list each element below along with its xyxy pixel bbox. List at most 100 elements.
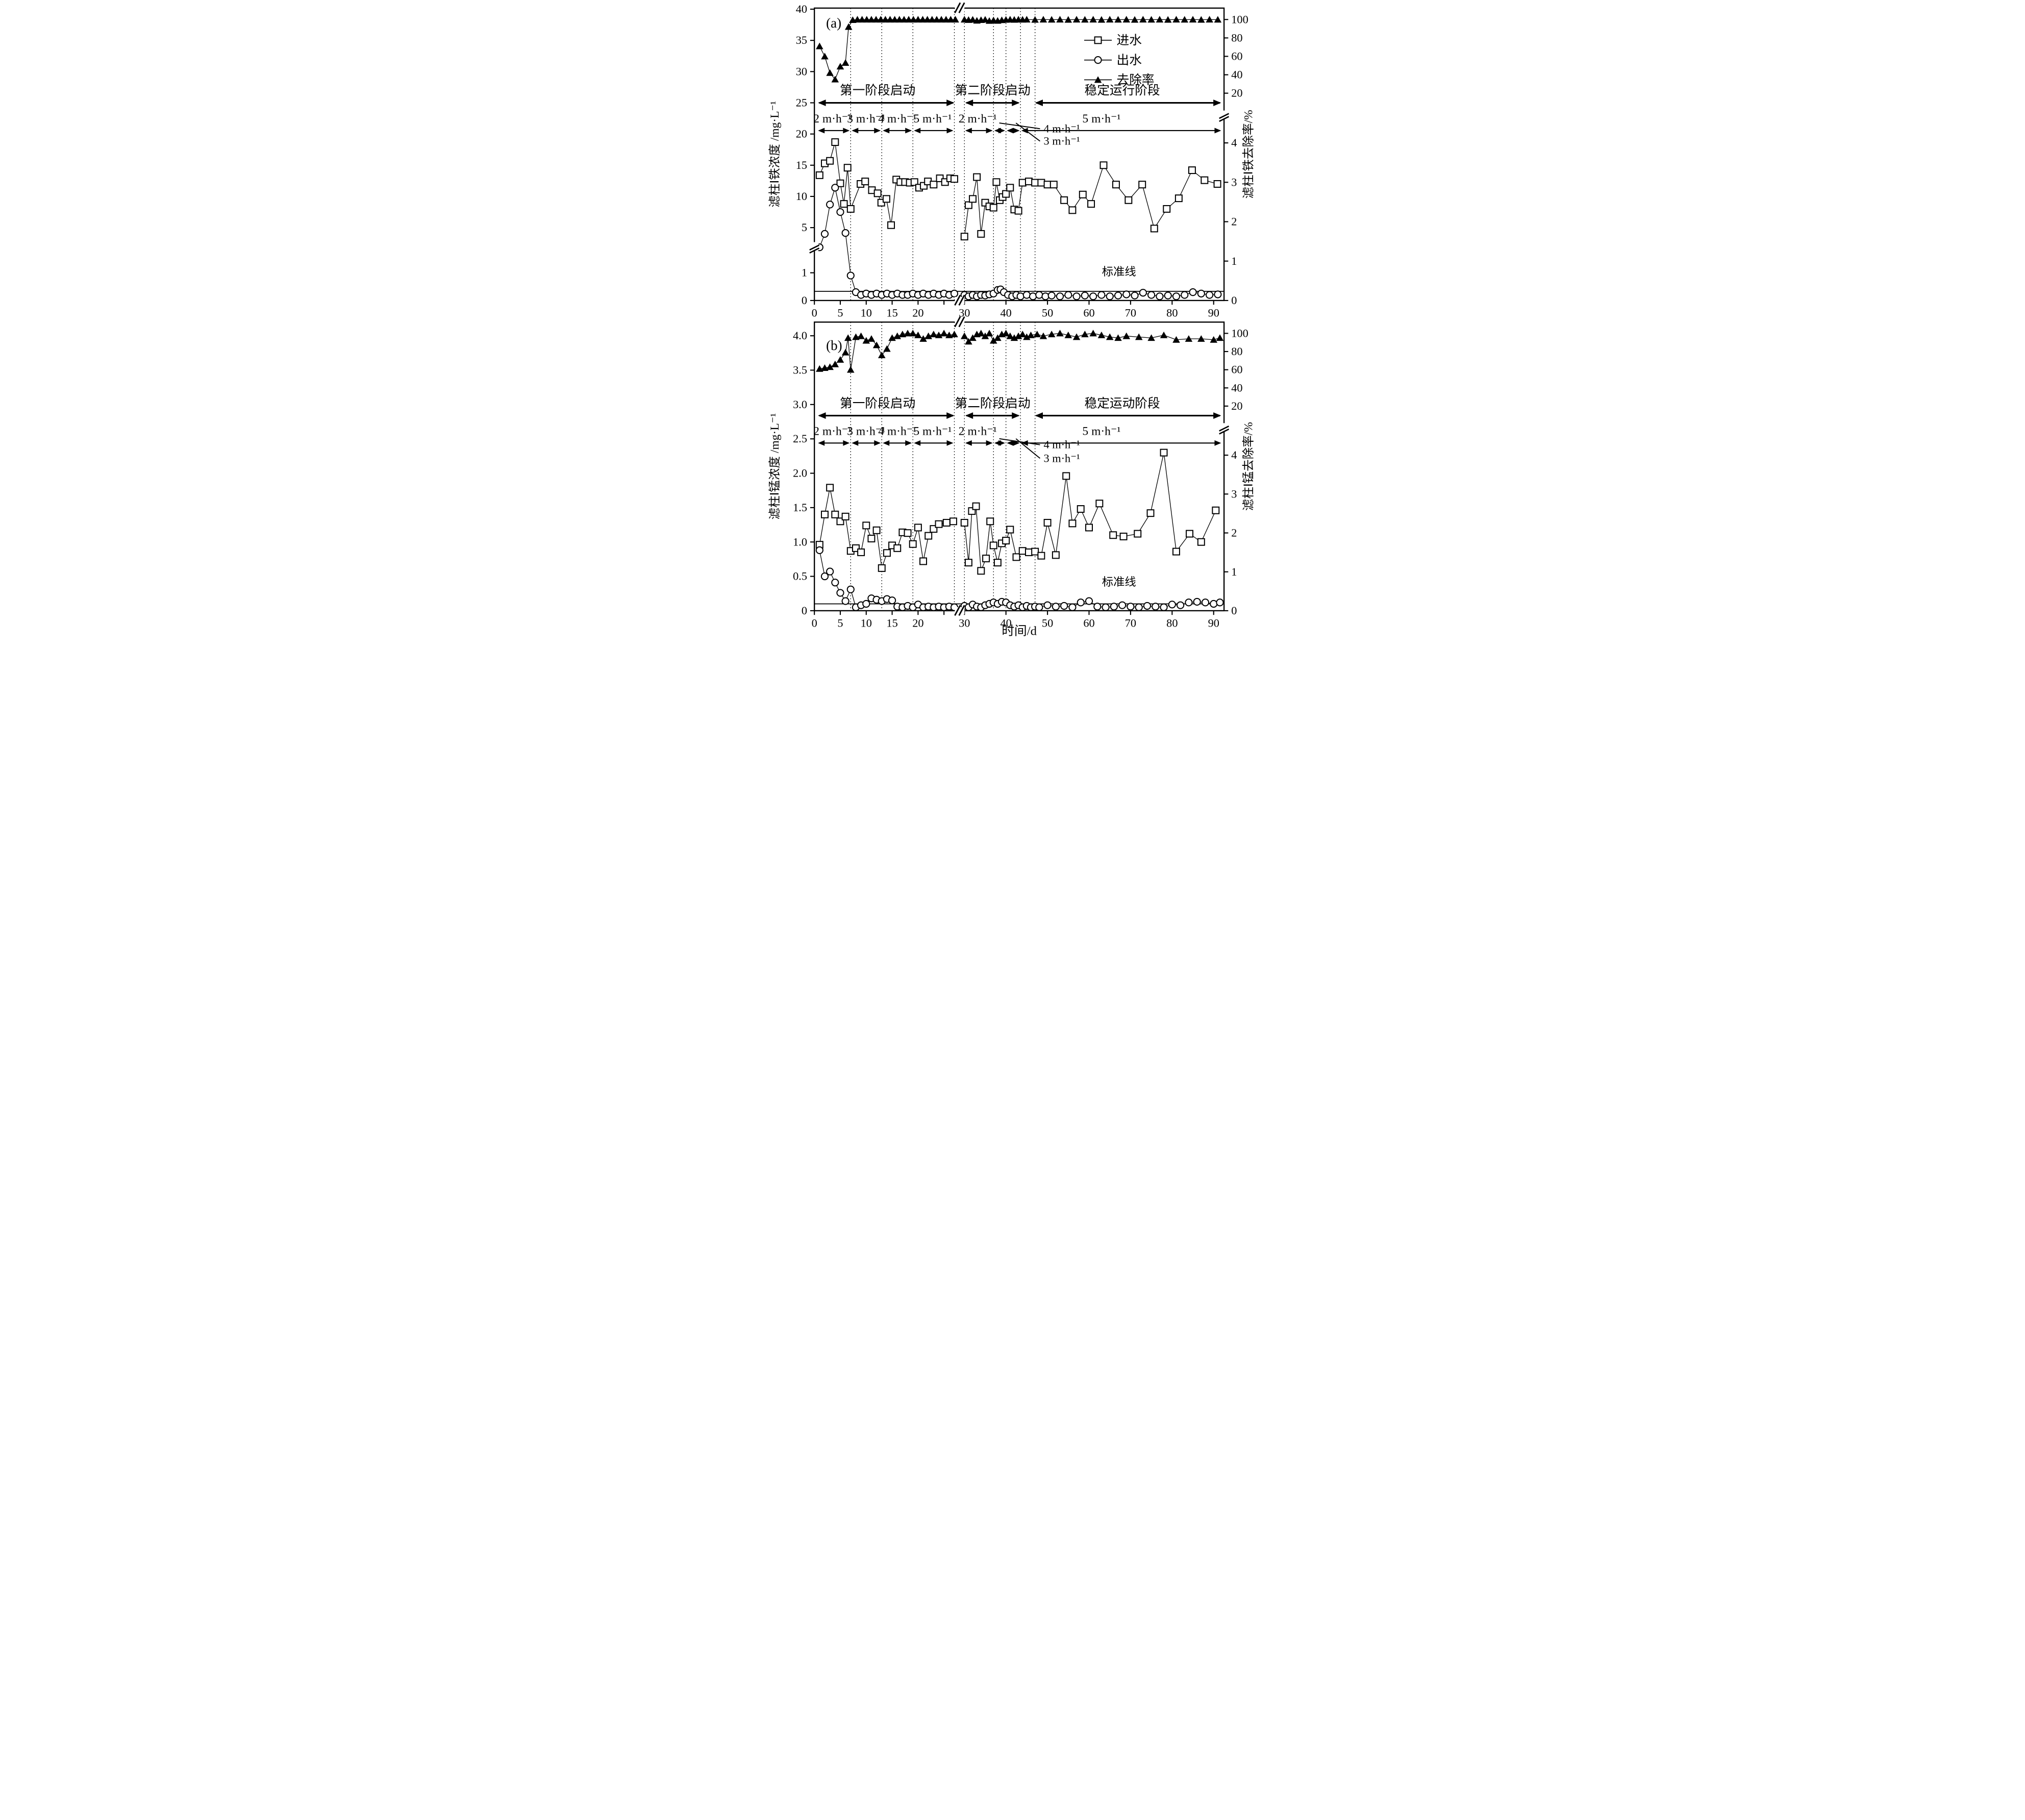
triangle-marker [836, 356, 844, 363]
square-marker [929, 181, 937, 189]
circle-marker [815, 546, 823, 554]
square-marker [861, 178, 869, 186]
triangle-marker [930, 331, 937, 338]
triangle-marker [924, 332, 932, 339]
legend-label: 进水 [1116, 33, 1142, 47]
triangle-marker [1056, 330, 1064, 337]
circle-marker [1213, 290, 1221, 298]
axis-break-slash [1218, 113, 1229, 119]
triangle-marker [893, 332, 901, 339]
square-marker [1077, 505, 1085, 513]
x-axis: 0 5 10 15 20 30 40 50 60 70 80 90 [811, 610, 1219, 630]
arrowhead [817, 99, 826, 106]
triangle-marker [981, 16, 989, 23]
square-marker [1174, 194, 1183, 203]
circle-marker [1180, 291, 1188, 299]
circle-marker [846, 585, 855, 593]
triangle-marker [1010, 334, 1018, 341]
flow-rate-label: 5 m·h⁻¹ [1082, 425, 1120, 438]
circle-marker [826, 201, 834, 209]
triangle-marker [1114, 334, 1122, 341]
arrowhead [842, 440, 849, 446]
triangle-marker [815, 42, 823, 49]
square-marker [1006, 526, 1014, 534]
y-tick-label: 4 [1231, 136, 1237, 149]
triangle-marker [1185, 335, 1192, 342]
circle-marker [1215, 599, 1224, 607]
circle-marker [836, 208, 844, 216]
triangle-marker [1135, 333, 1142, 340]
x-axis-title: 时间/d [1002, 624, 1037, 638]
triangle-marker [1014, 332, 1022, 339]
arrowhead [1011, 99, 1020, 106]
y-tick-label: 35 [795, 34, 807, 46]
triangle-marker [831, 76, 839, 83]
triangle-marker [1089, 16, 1097, 23]
triangle-marker [904, 330, 911, 337]
arrowhead [965, 99, 973, 106]
x-tick-label: 30 [959, 617, 970, 630]
arrowhead [873, 440, 881, 446]
arrowhead [1035, 99, 1043, 106]
triangle-marker [914, 16, 922, 23]
arrowhead [998, 128, 1005, 134]
callout-line [1015, 438, 1040, 459]
square-marker [960, 233, 968, 241]
triangle-marker [1064, 331, 1072, 338]
axis-break-slash [1218, 428, 1229, 435]
y-tick-label: 40 [795, 3, 807, 15]
triangle-marker [1072, 333, 1080, 340]
circle-marker [1193, 597, 1201, 606]
triangle-marker [872, 341, 880, 348]
arrowhead [1214, 128, 1221, 134]
circle-marker [1114, 291, 1122, 300]
y-tick-label: 4.0 [793, 329, 807, 342]
circle-marker [1016, 292, 1024, 301]
arrowhead [1013, 128, 1020, 134]
y-tick-label: 60 [1231, 49, 1242, 62]
x-tick-label: 20 [912, 617, 923, 630]
square-marker [1119, 532, 1128, 540]
triangle-marker [942, 16, 950, 23]
x-axis: 0 5 10 15 20 30 40 50 60 70 80 90 [811, 300, 1219, 319]
axis-break-slash [958, 316, 965, 328]
square-marker [883, 549, 891, 557]
arrowhead [1011, 412, 1020, 419]
stage-boundary-lines [850, 322, 1035, 611]
square-marker [867, 535, 875, 542]
circle-marker [1106, 292, 1114, 301]
axis-break-slash [954, 2, 961, 13]
triangle-marker [935, 331, 942, 338]
arrowhead [946, 99, 955, 106]
y-tick-label: 0 [801, 604, 807, 617]
y-tick-label: 2.0 [793, 467, 807, 480]
square-marker [1052, 551, 1060, 559]
arrowhead [986, 128, 993, 134]
flow-rate-label: 3 m·h⁻¹ [847, 112, 885, 126]
triangle-marker [841, 59, 849, 66]
triangle-marker [1122, 16, 1130, 23]
plot-frame [813, 7, 1224, 302]
square-marker [1006, 184, 1014, 192]
square-marker [1068, 206, 1076, 214]
square-marker [1049, 181, 1058, 189]
circle-marker [1168, 601, 1176, 609]
square-marker [982, 555, 990, 563]
square-marker [989, 541, 997, 550]
axis-break-slash [954, 605, 961, 616]
triangle-marker [883, 345, 891, 352]
triangle-marker [831, 360, 839, 367]
circle-marker [1118, 601, 1126, 609]
circle-marker [1126, 603, 1135, 611]
circle-marker [1029, 292, 1037, 301]
axis-break-slash [1218, 426, 1229, 432]
circle-marker [831, 579, 839, 587]
circle-marker [1151, 603, 1159, 611]
square-marker [1002, 190, 1010, 198]
circle-marker [1068, 603, 1077, 611]
arrowhead [1035, 412, 1043, 419]
y-axis-right: 100 80 60 40 20 4 3 2 1 0 [1223, 327, 1248, 617]
triangle-marker [820, 364, 829, 371]
